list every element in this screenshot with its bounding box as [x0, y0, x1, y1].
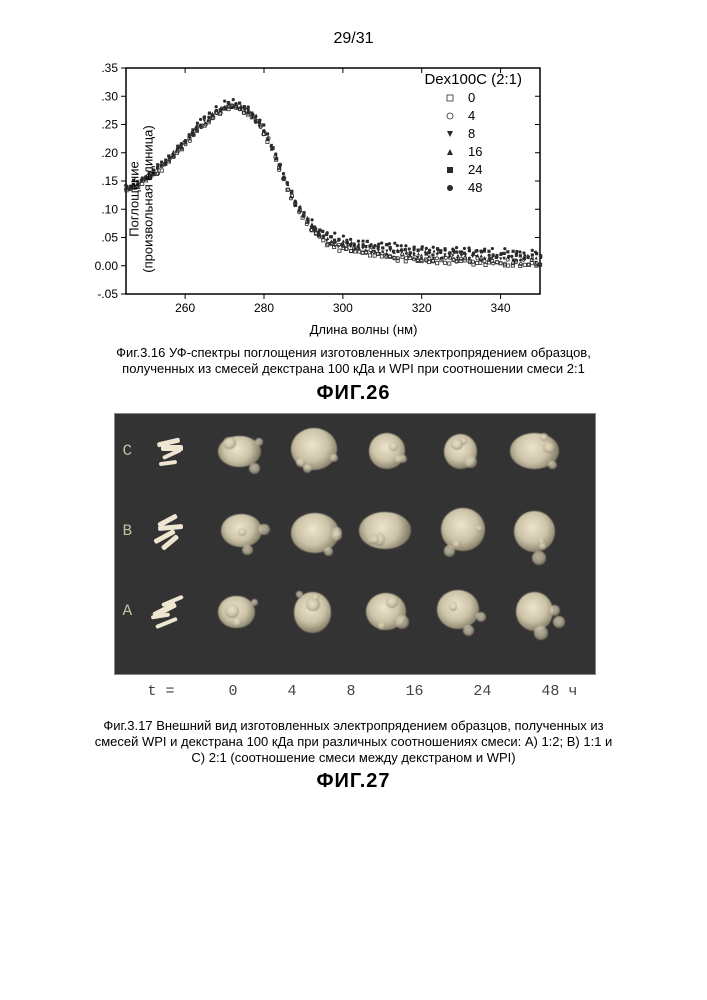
svg-text:300: 300 — [333, 301, 353, 315]
row-label: C — [123, 442, 133, 460]
sample-speckle — [395, 615, 409, 629]
svg-text:320: 320 — [412, 301, 432, 315]
sample-speckle — [543, 442, 554, 453]
sample-speckle — [324, 547, 333, 556]
svg-text:.35: .35 — [101, 61, 118, 75]
time-label: 16 — [405, 683, 423, 700]
svg-text:48: 48 — [468, 180, 482, 195]
sample-speckle — [331, 530, 342, 541]
y-axis-label-line2: (произвольная единица) — [142, 99, 156, 299]
sample-speckle — [549, 605, 561, 617]
time-label: 8 — [346, 683, 355, 700]
sample-speckle — [449, 602, 458, 611]
sample-blob — [437, 590, 480, 629]
x-axis-label: Длина волны (нм) — [80, 322, 647, 337]
svg-text:.20: .20 — [101, 146, 118, 160]
sample-blob — [369, 433, 405, 469]
svg-text:4: 4 — [468, 108, 475, 123]
svg-text:-.05: -.05 — [97, 287, 118, 301]
sample-blob — [514, 511, 555, 552]
heading-fig26: ФИГ.26 — [60, 382, 647, 405]
sample-strip — [158, 460, 177, 467]
sample-speckle — [476, 612, 486, 622]
sample-speckle — [532, 551, 545, 564]
sample-blob — [359, 512, 410, 549]
sample-speckle — [242, 545, 253, 556]
sample-speckle — [303, 464, 312, 473]
time-label: 0 — [228, 683, 237, 700]
sample-speckle — [463, 625, 474, 636]
row-label: B — [123, 522, 133, 540]
svg-text:0.00: 0.00 — [95, 259, 119, 273]
sample-speckle — [249, 463, 261, 475]
photo-area: C B A — [114, 413, 596, 675]
sample-speckle — [451, 438, 463, 450]
time-prefix: t = — [148, 683, 175, 700]
sample-speckle — [258, 524, 270, 536]
sample-speckle — [306, 598, 320, 612]
page-number: 29/31 — [60, 30, 647, 48]
sample-speckle — [251, 599, 258, 606]
svg-text:16: 16 — [468, 144, 482, 159]
y-axis-label-line1: Поглощение — [128, 99, 142, 299]
svg-text:260: 260 — [175, 301, 195, 315]
sample-speckle — [238, 528, 246, 536]
svg-text:.10: .10 — [101, 202, 118, 216]
row-label: A — [123, 602, 133, 620]
sample-speckle — [370, 535, 378, 543]
svg-text:.15: .15 — [101, 174, 118, 188]
svg-text:.25: .25 — [101, 118, 118, 132]
svg-text:Dex100C (2:1): Dex100C (2:1) — [424, 71, 522, 88]
svg-text:.05: .05 — [101, 231, 118, 245]
time-label: 24 — [473, 683, 491, 700]
sample-speckle — [223, 437, 235, 449]
sample-speckle — [378, 622, 385, 629]
sample-speckle — [255, 438, 263, 446]
sample-speckle — [534, 626, 547, 639]
sample-speckle — [330, 454, 339, 463]
sample-blob — [516, 592, 553, 632]
sample-speckle — [464, 456, 477, 469]
caption-fig27: Фиг.3.17 Внешний вид изготовленных элект… — [90, 718, 617, 767]
sample-speckle — [296, 591, 302, 597]
sample-strip — [155, 617, 177, 629]
sample-speckle — [539, 542, 546, 549]
svg-text:24: 24 — [468, 162, 482, 177]
sample-speckle — [553, 616, 565, 628]
sample-speckle — [540, 433, 548, 441]
sample-speckle — [548, 461, 556, 469]
svg-text:8: 8 — [468, 126, 475, 141]
svg-text:280: 280 — [254, 301, 274, 315]
y-axis-label: Поглощение (произвольная единица) — [128, 99, 157, 299]
caption-fig26: Фиг.3.16 УФ-спектры поглощения изготовле… — [90, 345, 617, 378]
svg-text:0: 0 — [468, 90, 475, 105]
page: 29/31 Поглощение (произвольная единица) … — [0, 0, 707, 1000]
time-axis: t = 0 4 8 16 24 48 ч — [114, 683, 594, 700]
svg-text:340: 340 — [491, 301, 511, 315]
time-label: 48 ч — [541, 683, 577, 700]
heading-fig27: ФИГ.27 — [60, 770, 647, 793]
sample-speckle — [225, 604, 239, 618]
sample-photo-panel: C B A t = 0 4 8 16 24 48 ч — [114, 413, 594, 700]
time-label: 4 — [287, 683, 296, 700]
svg-text:.30: .30 — [101, 89, 118, 103]
uv-spectrum-chart: Поглощение (произвольная единица) 260 280… — [80, 60, 647, 337]
